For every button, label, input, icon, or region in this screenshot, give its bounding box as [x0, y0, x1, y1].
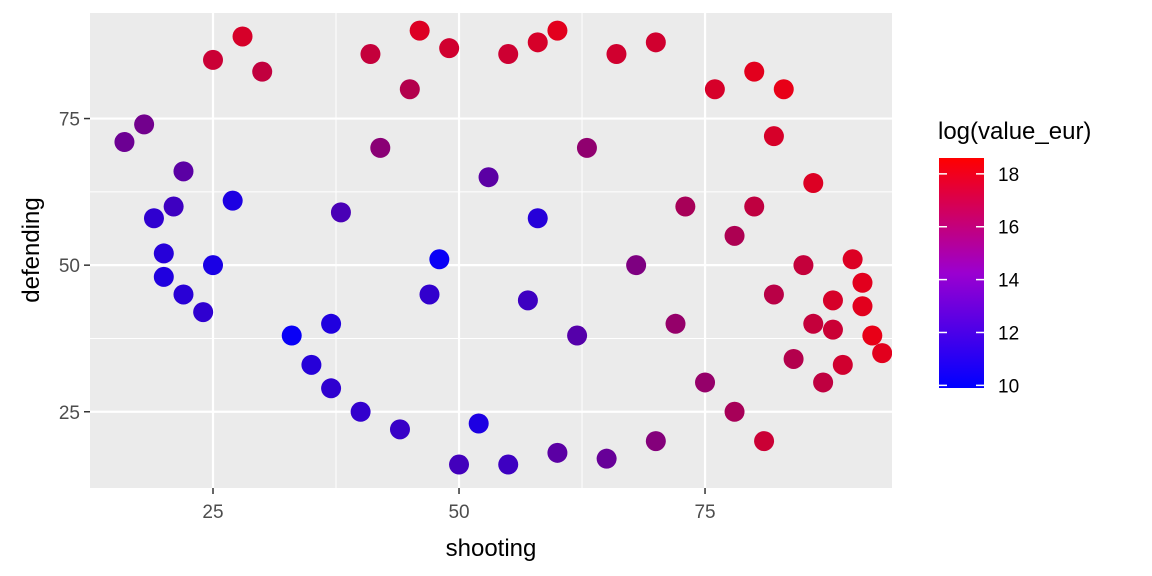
data-point [252, 61, 273, 82]
x-tick-label: 75 [694, 502, 715, 523]
data-point [173, 284, 194, 305]
data-point [852, 296, 873, 317]
data-point [596, 448, 617, 469]
data-point [301, 354, 322, 375]
data-point [173, 161, 194, 182]
data-point [724, 225, 745, 246]
legend-ticks: 10 12 14 16 18 [939, 165, 1020, 397]
data-point [399, 79, 420, 100]
data-point [645, 32, 666, 53]
legend-tick-label: 14 [998, 271, 1020, 292]
gridlines [90, 13, 892, 488]
data-point [498, 454, 519, 475]
data-point [695, 372, 716, 393]
data-point [744, 196, 765, 217]
data-point [419, 284, 440, 305]
data-point [754, 431, 775, 452]
data-point [547, 20, 568, 41]
data-point [153, 243, 174, 264]
data-point [773, 79, 794, 100]
data-point [370, 137, 391, 158]
data-point [872, 343, 892, 364]
data-point [626, 255, 647, 276]
data-point [832, 354, 853, 375]
data-point [567, 325, 588, 346]
data-point [449, 454, 470, 475]
data-point [606, 44, 627, 65]
data-point [389, 419, 410, 440]
data-point [232, 26, 253, 47]
data-point [330, 202, 351, 223]
data-point [852, 272, 873, 293]
data-point [203, 255, 224, 276]
legend-title: log(value_eur) [938, 118, 1091, 145]
data-point [763, 284, 784, 305]
data-point [822, 319, 843, 340]
data-point [153, 266, 174, 287]
data-point [281, 325, 302, 346]
data-point [862, 325, 883, 346]
data-point [439, 38, 460, 59]
data-point [744, 61, 765, 82]
data-point [163, 196, 184, 217]
data-point [783, 348, 804, 369]
data-point [813, 372, 834, 393]
data-point [203, 49, 224, 70]
data-point [468, 413, 489, 434]
data-point [822, 290, 843, 311]
data-point [134, 114, 155, 135]
data-point [645, 431, 666, 452]
data-point [193, 302, 214, 323]
legend: log(value_eur) 10 12 14 16 18 [938, 118, 1091, 397]
legend-tick-label: 12 [998, 323, 1019, 344]
y-tick-label: 50 [59, 256, 80, 277]
y-axis-ticks: 25 50 75 [59, 110, 90, 424]
legend-tick-label: 16 [998, 218, 1019, 239]
data-point [409, 20, 430, 41]
data-point [724, 401, 745, 422]
x-axis-ticks: 25 50 75 [202, 488, 716, 523]
data-point [576, 137, 597, 158]
data-point [143, 208, 164, 229]
x-tick-label: 50 [448, 502, 469, 523]
data-point [321, 313, 342, 334]
data-point [547, 442, 568, 463]
legend-colorbar [939, 158, 984, 388]
data-point [763, 126, 784, 147]
y-axis-title: defending [18, 197, 45, 302]
data-point [675, 196, 696, 217]
data-point [498, 44, 519, 65]
legend-tick-label: 10 [998, 376, 1019, 397]
data-point [222, 190, 243, 211]
y-tick-label: 75 [59, 110, 80, 131]
data-point [360, 44, 381, 65]
x-tick-label: 25 [202, 502, 223, 523]
data-point [478, 167, 499, 188]
plot-panel [90, 13, 892, 488]
data-point [321, 378, 342, 399]
data-point [803, 173, 824, 194]
y-tick-label: 25 [59, 403, 80, 424]
data-point [665, 313, 686, 334]
data-point [803, 313, 824, 334]
data-point [429, 249, 450, 270]
data-point [350, 401, 371, 422]
data-point [527, 208, 548, 229]
data-point [704, 79, 725, 100]
data-point [517, 290, 538, 311]
data-point [842, 249, 863, 270]
points-layer [114, 20, 892, 475]
x-axis-title: shooting [446, 535, 537, 562]
data-point [793, 255, 814, 276]
data-point [527, 32, 548, 53]
legend-tick-label: 18 [998, 165, 1019, 186]
data-point [114, 132, 135, 153]
